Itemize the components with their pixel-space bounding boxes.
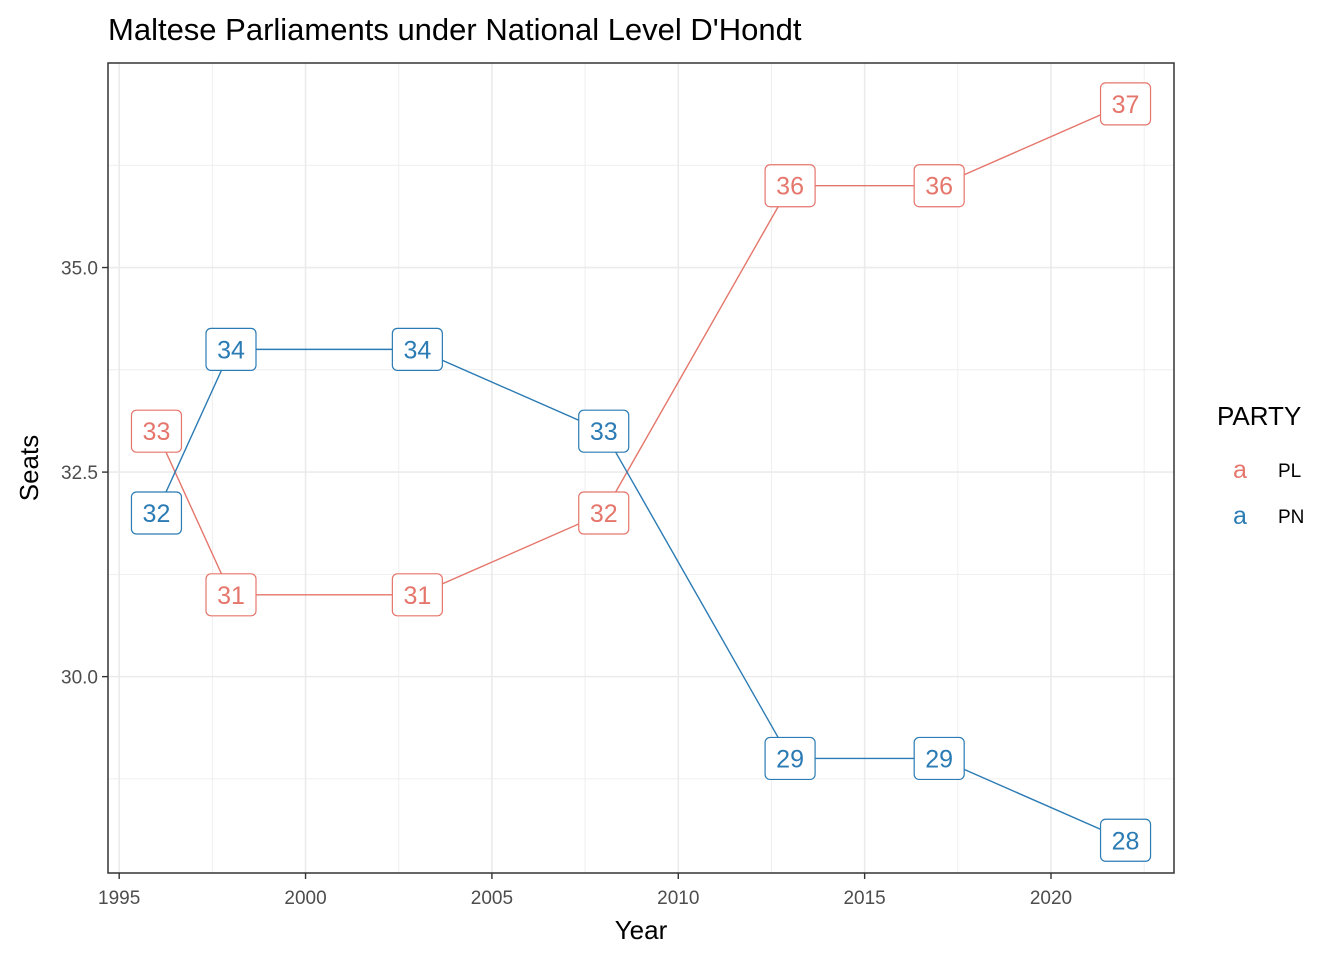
point-label-pl: 32 (578, 491, 630, 535)
y-tick-label: 30.0 (61, 668, 98, 689)
point-label-text: 34 (217, 336, 245, 364)
y-tick-label: 35.0 (61, 259, 98, 280)
point-label-pl: 31 (205, 573, 257, 617)
x-tick-label: 2015 (843, 888, 885, 909)
point-label-text: 31 (403, 582, 431, 610)
point-label-pl: 33 (130, 409, 183, 453)
point-label-pn: 28 (1099, 818, 1152, 862)
point-label-box (913, 164, 965, 208)
point-label-box (205, 327, 257, 371)
legend-key-pn: a (1233, 502, 1247, 530)
legend-key-pl: a (1233, 456, 1247, 484)
point-label-box (1099, 818, 1152, 862)
point-label-pn: 29 (913, 736, 965, 781)
point-label-box (578, 409, 630, 453)
point-label-box (913, 736, 965, 781)
point-label-text: 34 (403, 336, 431, 364)
point-label-pl: 37 (1099, 82, 1152, 126)
point-label-text: 29 (776, 745, 804, 773)
point-label-text: 32 (590, 500, 618, 528)
point-label-text: 37 (1112, 91, 1140, 119)
legend-items: a PL a PN (1233, 456, 1304, 530)
point-label-text: 33 (143, 418, 171, 446)
x-axis-title: Year (615, 915, 668, 945)
point-labels: 33 31 31 32 36 36 37 32 34 34 33 29 29 28 (130, 82, 1152, 862)
point-label-box (764, 736, 816, 781)
legend-label-pn: PN (1278, 507, 1304, 528)
x-axis: 1995 2000 2005 2010 2015 2020 (98, 873, 1072, 909)
plot-border (107, 62, 1175, 874)
legend-title: PARTY (1217, 401, 1301, 431)
point-label-pl: 31 (391, 573, 443, 617)
point-label-box (578, 491, 630, 535)
point-label-box (391, 573, 443, 617)
x-tick-label: 2010 (657, 888, 699, 909)
y-axis-title: Seats (14, 435, 44, 502)
x-tick-label: 2020 (1030, 888, 1072, 909)
point-label-box (130, 409, 183, 453)
chart-title: Maltese Parliaments under National Level… (108, 12, 802, 47)
legend: PARTY a PL a PN (1217, 401, 1304, 530)
minor-grid (108, 63, 1174, 873)
point-label-pn: 34 (391, 327, 443, 371)
point-label-pl: 36 (764, 164, 816, 208)
x-tick-label: 2000 (284, 888, 326, 909)
point-label-text: 28 (1112, 827, 1140, 855)
x-tick-label: 1995 (98, 888, 140, 909)
point-label-text: 33 (590, 418, 618, 446)
point-label-box (391, 327, 443, 371)
point-label-text: 36 (776, 173, 804, 201)
point-label-pn: 33 (578, 409, 630, 453)
legend-label-pl: PL (1278, 461, 1301, 482)
y-axis: 30.0 32.5 35.0 (61, 259, 108, 689)
major-grid (108, 63, 1174, 873)
point-label-text: 31 (217, 582, 245, 610)
point-label-text: 32 (143, 500, 171, 528)
point-label-text: 36 (925, 173, 953, 201)
plot-panel (108, 63, 1174, 873)
point-label-pn: 32 (130, 491, 183, 535)
point-label-box (205, 573, 257, 617)
point-label-text: 29 (925, 745, 953, 773)
point-label-box (764, 164, 816, 208)
y-tick-label: 32.5 (61, 463, 98, 484)
x-tick-label: 2005 (471, 888, 513, 909)
point-label-box (130, 491, 183, 535)
point-label-pl: 36 (913, 164, 965, 208)
point-label-box (1099, 82, 1152, 126)
point-label-pn: 34 (205, 327, 257, 371)
point-label-pn: 29 (764, 736, 816, 781)
